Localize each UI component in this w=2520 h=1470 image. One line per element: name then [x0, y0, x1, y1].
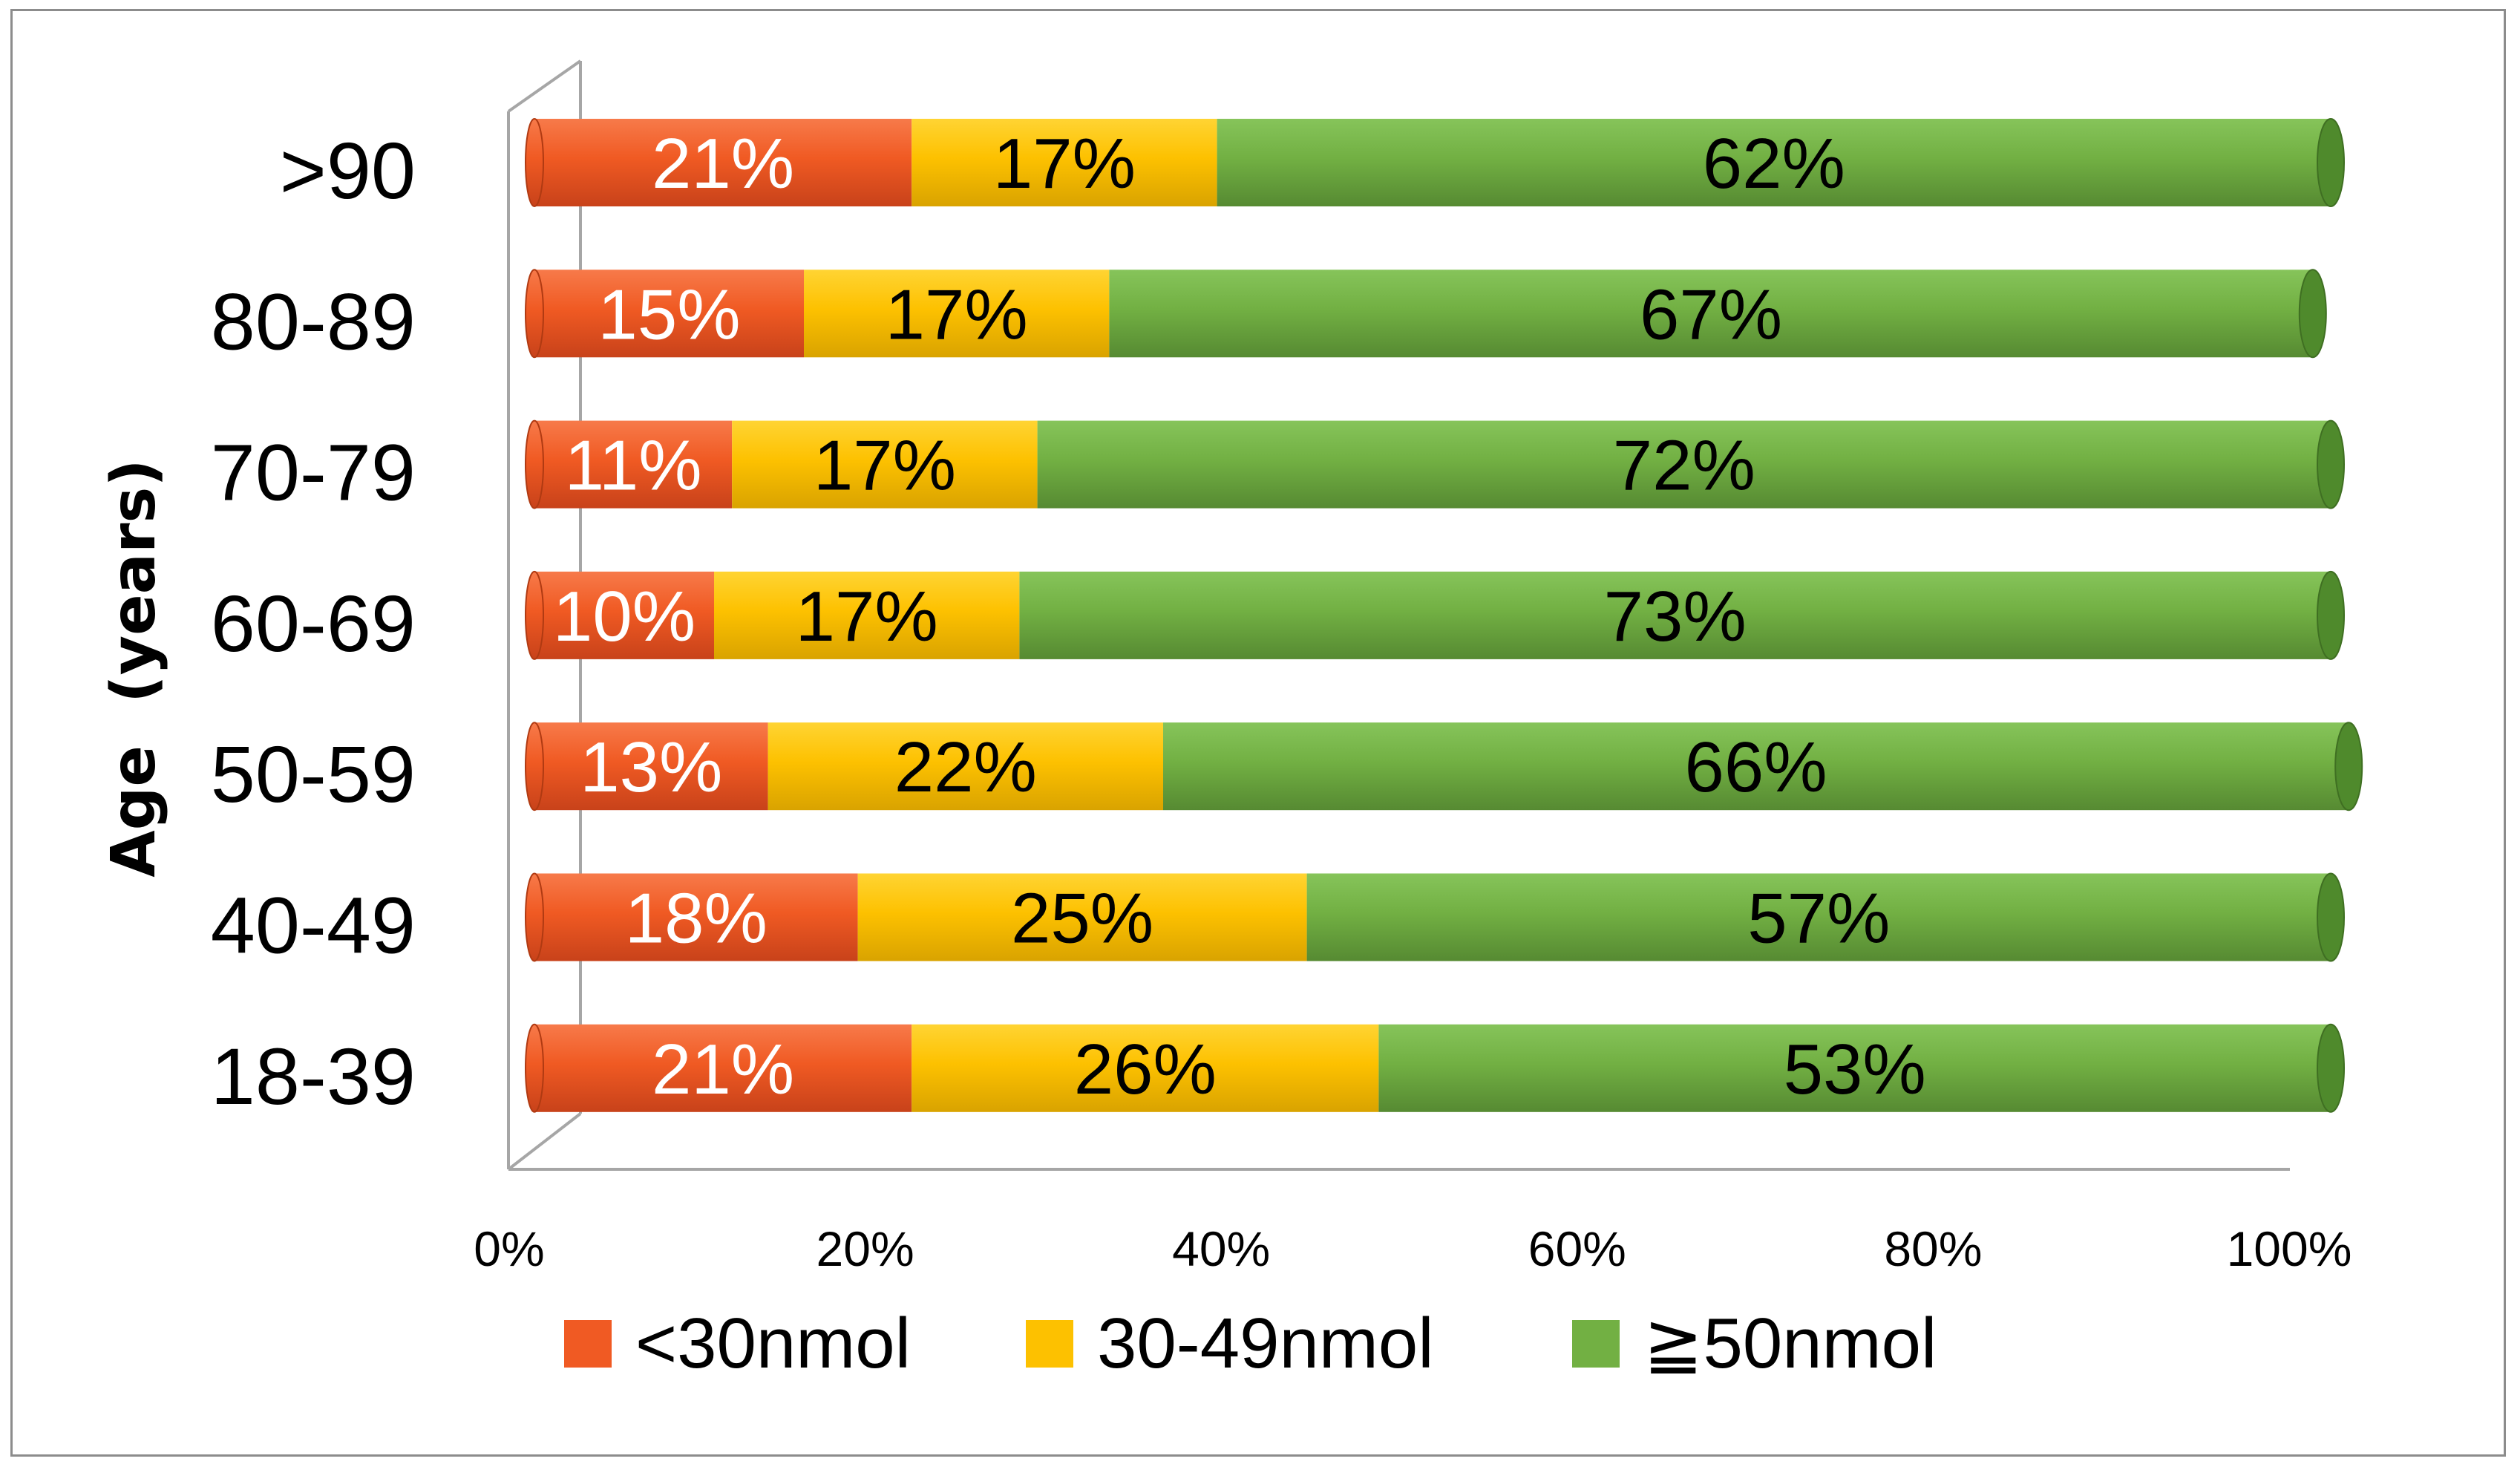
data-label: 13% [580, 728, 722, 807]
legend-label: <30nmol [635, 1304, 911, 1383]
bar-segment-30nmol [534, 1024, 912, 1112]
x-tick-label: 40% [1172, 1221, 1270, 1276]
x-tick-label: 80% [1884, 1221, 1982, 1276]
data-label: 53% [1784, 1030, 1926, 1109]
category-label: 18-39 [211, 1031, 416, 1121]
category-label: 40-49 [211, 881, 416, 970]
x-tick-labels: 0% 20% 40% 60% 80% 100% [474, 1221, 2352, 1276]
x-tick-label: 20% [816, 1221, 914, 1276]
bar-right-cap [2317, 1023, 2345, 1113]
legend-swatch-50nmol [1572, 1320, 1620, 1368]
category-label: 50-59 [211, 729, 416, 819]
category-labels: >90 80-89 70-79 60-69 50-59 40-49 18-39 [211, 125, 416, 1121]
data-label: 17% [993, 124, 1136, 203]
data-label: 21% [652, 1030, 794, 1109]
bar-left-cap [525, 872, 544, 962]
data-label: 57% [1747, 879, 1890, 958]
bar-left-cap [525, 570, 544, 660]
data-label: 22% [894, 728, 1037, 807]
bar-segment-30nmol [534, 873, 858, 961]
bar-segment-30-49nmol [714, 571, 1020, 659]
bar-segment-30-49nmol [768, 722, 1163, 811]
category-label: 60-69 [211, 578, 416, 668]
legend: <30nmol 30-49nmol ≧50nmol [564, 1304, 1937, 1383]
bar-segment-50nmol [1109, 270, 2313, 358]
data-label: 73% [1604, 577, 1747, 656]
legend-swatch-30-49nmol [1026, 1320, 1073, 1368]
bar-segment-50nmol [1378, 1024, 2331, 1112]
data-label: 18% [625, 879, 768, 958]
bar-segment-30nmol [534, 119, 912, 206]
bar-left-cap [525, 722, 544, 811]
bar-segment-30nmol [534, 420, 733, 509]
bar-right-cap [2317, 570, 2345, 660]
legend-label: 30-49nmol [1097, 1304, 1434, 1383]
data-label: 11% [565, 426, 702, 506]
bar-segment-50nmol [1306, 873, 2331, 961]
data-label: 15% [598, 275, 740, 354]
data-label: 17% [796, 577, 938, 656]
bar-left-cap [525, 118, 544, 207]
category-label: 70-79 [211, 428, 416, 517]
data-label: 72% [1613, 426, 1755, 506]
bar-right-cap [2317, 419, 2345, 509]
legend-swatch-30nmol [564, 1320, 612, 1368]
bar-right-cap [2317, 872, 2345, 962]
bar-left-cap [525, 419, 544, 509]
bar-segment-30nmol [534, 270, 804, 358]
bar-data-labels: 21% 17% 62% 15% 17% 67% 11% 17% 72% 10% 17% 73% 13% 2… [553, 124, 1926, 1109]
data-label: 17% [814, 426, 956, 506]
category-label: 80-89 [211, 276, 416, 366]
bar-segment-30-49nmol [732, 420, 1038, 509]
data-label: 21% [652, 124, 794, 203]
bar-right-cap [2298, 269, 2327, 359]
data-label: 66% [1685, 728, 1827, 807]
data-label: 62% [1703, 124, 1845, 203]
bar-segment-30nmol [534, 722, 768, 811]
bar-left-cap [525, 1023, 544, 1113]
bar-segment-50nmol [1217, 119, 2331, 206]
bar-segment-30-49nmol [912, 1024, 1379, 1112]
legend-label: ≧50nmol [1643, 1304, 1937, 1383]
data-label: 67% [1640, 275, 1782, 354]
bar-segment-30-49nmol [857, 873, 1307, 961]
data-label: 10% [553, 577, 696, 656]
data-label: 17% [886, 275, 1028, 354]
data-label: 25% [1011, 879, 1153, 958]
x-tick-label: 100% [2227, 1221, 2352, 1276]
data-label: 26% [1074, 1030, 1217, 1109]
bar-segment-30nmol [534, 571, 714, 659]
x-tick-label: 0% [474, 1221, 544, 1276]
bar-right-cap [2317, 118, 2345, 207]
bars [525, 118, 2363, 1113]
bar-segment-50nmol [1037, 420, 2331, 509]
bar-segment-50nmol [1019, 571, 2331, 659]
floor-diagonal [507, 1112, 582, 1171]
y-axis-title: Age (years) [99, 459, 169, 877]
bar-segment-30-49nmol [804, 270, 1110, 358]
y-axis-back-wall [507, 59, 582, 113]
category-label: >90 [280, 125, 416, 215]
bar-right-cap [2334, 722, 2363, 811]
bar-segment-50nmol [1163, 722, 2349, 811]
x-tick-label: 60% [1528, 1221, 1626, 1276]
bar-left-cap [525, 269, 544, 359]
bar-segment-30-49nmol [912, 119, 1217, 206]
